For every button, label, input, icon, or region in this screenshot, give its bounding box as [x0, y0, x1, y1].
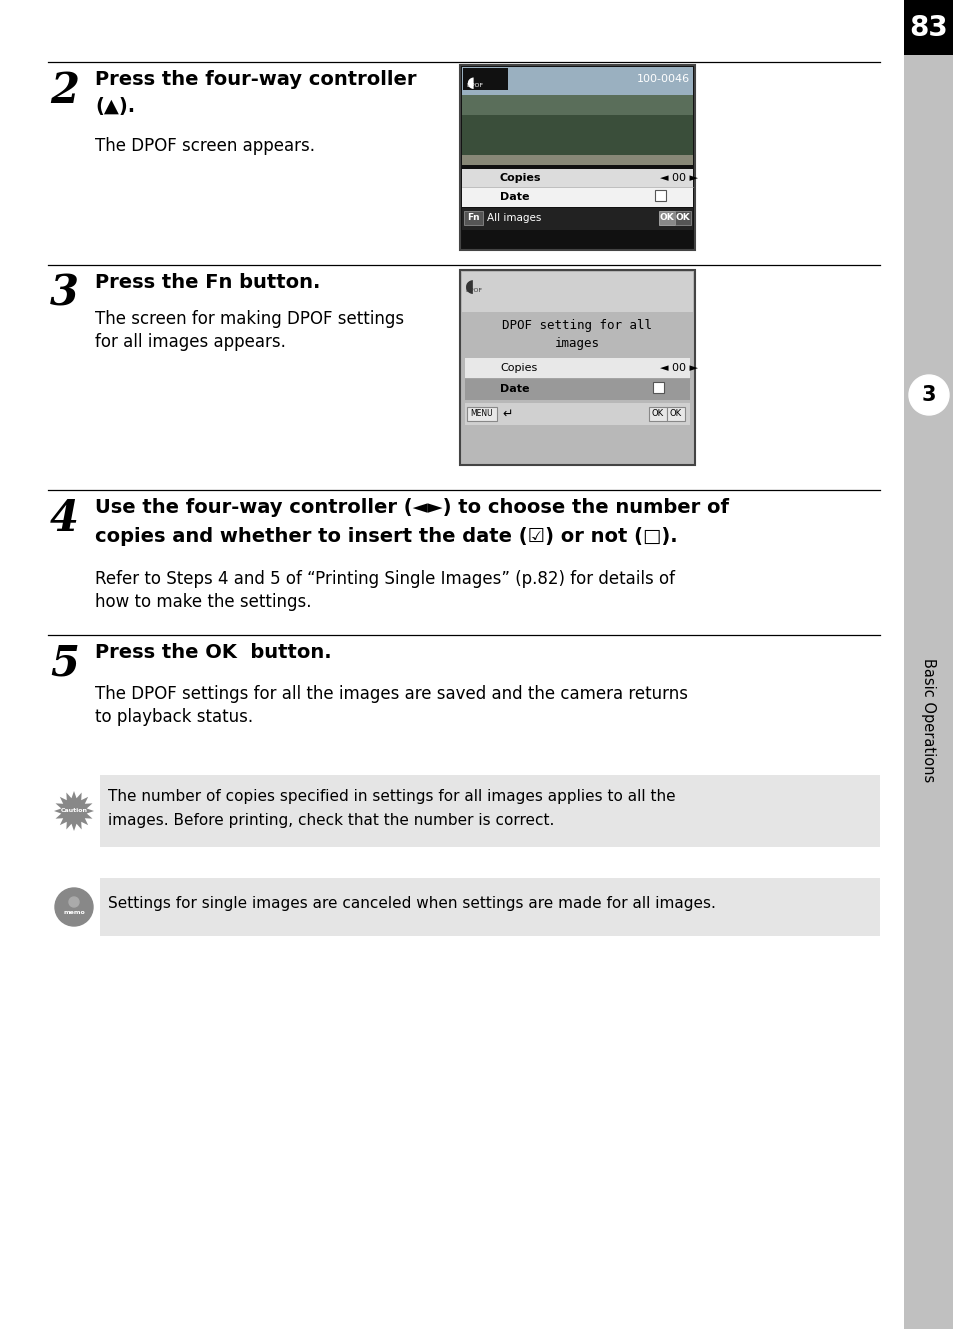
Text: DPOF: DPOF: [464, 288, 481, 292]
Bar: [659, 211, 675, 225]
Text: 5: 5: [50, 643, 79, 684]
Text: Date: Date: [499, 384, 529, 393]
Text: Copies: Copies: [499, 363, 537, 373]
Bar: [461, 169, 692, 187]
Bar: [903, 0, 953, 1329]
Text: 3: 3: [50, 272, 79, 315]
Polygon shape: [54, 791, 94, 831]
Circle shape: [55, 888, 92, 926]
Text: Press the OK  button.: Press the OK button.: [95, 643, 332, 662]
Bar: [464, 358, 689, 400]
Bar: [903, 0, 953, 54]
Bar: [100, 775, 879, 847]
Bar: [461, 169, 692, 207]
Circle shape: [908, 375, 948, 415]
Text: Basic Operations: Basic Operations: [921, 658, 936, 783]
Text: Fn: Fn: [466, 214, 478, 222]
Text: Press the four-way controller: Press the four-way controller: [95, 70, 416, 89]
Text: copies and whether to insert the date (☑) or not (□).: copies and whether to insert the date (☑…: [95, 528, 677, 546]
Bar: [666, 407, 684, 421]
Text: OK: OK: [651, 409, 663, 419]
Circle shape: [69, 897, 79, 906]
Text: 3: 3: [921, 385, 935, 405]
Bar: [655, 190, 665, 201]
Text: The DPOF screen appears.: The DPOF screen appears.: [95, 137, 314, 155]
Text: images: images: [555, 336, 599, 350]
Text: ◄ 00 ►: ◄ 00 ►: [659, 173, 698, 183]
Text: OK: OK: [669, 409, 681, 419]
Text: Refer to Steps 4 and 5 of “Printing Single Images” (p.82) for details of: Refer to Steps 4 and 5 of “Printing Sing…: [95, 570, 675, 587]
Bar: [461, 272, 692, 312]
Text: ◖: ◖: [464, 278, 474, 296]
Text: Use the four-way controller (◄►) to choose the number of: Use the four-way controller (◄►) to choo…: [95, 498, 728, 517]
Text: OK: OK: [675, 214, 690, 222]
Text: 2: 2: [50, 70, 79, 112]
Text: All images: All images: [486, 213, 540, 223]
Bar: [461, 209, 692, 230]
Text: DPOF setting for all: DPOF setting for all: [502, 319, 652, 331]
Bar: [464, 377, 689, 400]
Bar: [461, 155, 692, 165]
Bar: [461, 94, 692, 155]
Text: (▲).: (▲).: [95, 97, 135, 116]
Text: ◖: ◖: [465, 74, 474, 90]
Bar: [648, 407, 666, 421]
Text: to playback status.: to playback status.: [95, 708, 253, 726]
Text: Settings for single images are canceled when settings are made for all images.: Settings for single images are canceled …: [108, 896, 715, 910]
Text: OK: OK: [659, 214, 674, 222]
Text: The screen for making DPOF settings: The screen for making DPOF settings: [95, 310, 404, 328]
Text: DPOF: DPOF: [465, 82, 482, 88]
Text: 83: 83: [908, 15, 947, 43]
Text: how to make the settings.: how to make the settings.: [95, 593, 312, 611]
Text: memo: memo: [63, 909, 85, 914]
Text: 4: 4: [50, 498, 79, 540]
Text: ↵: ↵: [501, 408, 512, 420]
Text: 100-0046: 100-0046: [637, 74, 689, 84]
Bar: [100, 878, 879, 936]
Bar: [463, 211, 482, 225]
Bar: [652, 381, 663, 393]
Bar: [461, 116, 692, 165]
Text: The number of copies specified in settings for all images applies to all the: The number of copies specified in settin…: [108, 789, 675, 804]
Bar: [467, 407, 497, 421]
Text: Date: Date: [499, 191, 529, 202]
Bar: [675, 211, 690, 225]
Bar: [459, 65, 695, 250]
Text: for all images appears.: for all images appears.: [95, 334, 286, 351]
Bar: [462, 68, 507, 90]
Bar: [459, 270, 695, 465]
Bar: [464, 403, 689, 425]
Text: Press the Fn button.: Press the Fn button.: [95, 272, 320, 292]
Text: The DPOF settings for all the images are saved and the camera returns: The DPOF settings for all the images are…: [95, 684, 687, 703]
Text: ◄ 00 ►: ◄ 00 ►: [659, 363, 698, 373]
Text: Copies: Copies: [499, 173, 541, 183]
Text: images. Before printing, check that the number is correct.: images. Before printing, check that the …: [108, 813, 554, 828]
Bar: [461, 66, 692, 117]
Bar: [464, 358, 689, 377]
Text: Caution: Caution: [60, 808, 88, 813]
Text: MENU: MENU: [470, 409, 493, 419]
